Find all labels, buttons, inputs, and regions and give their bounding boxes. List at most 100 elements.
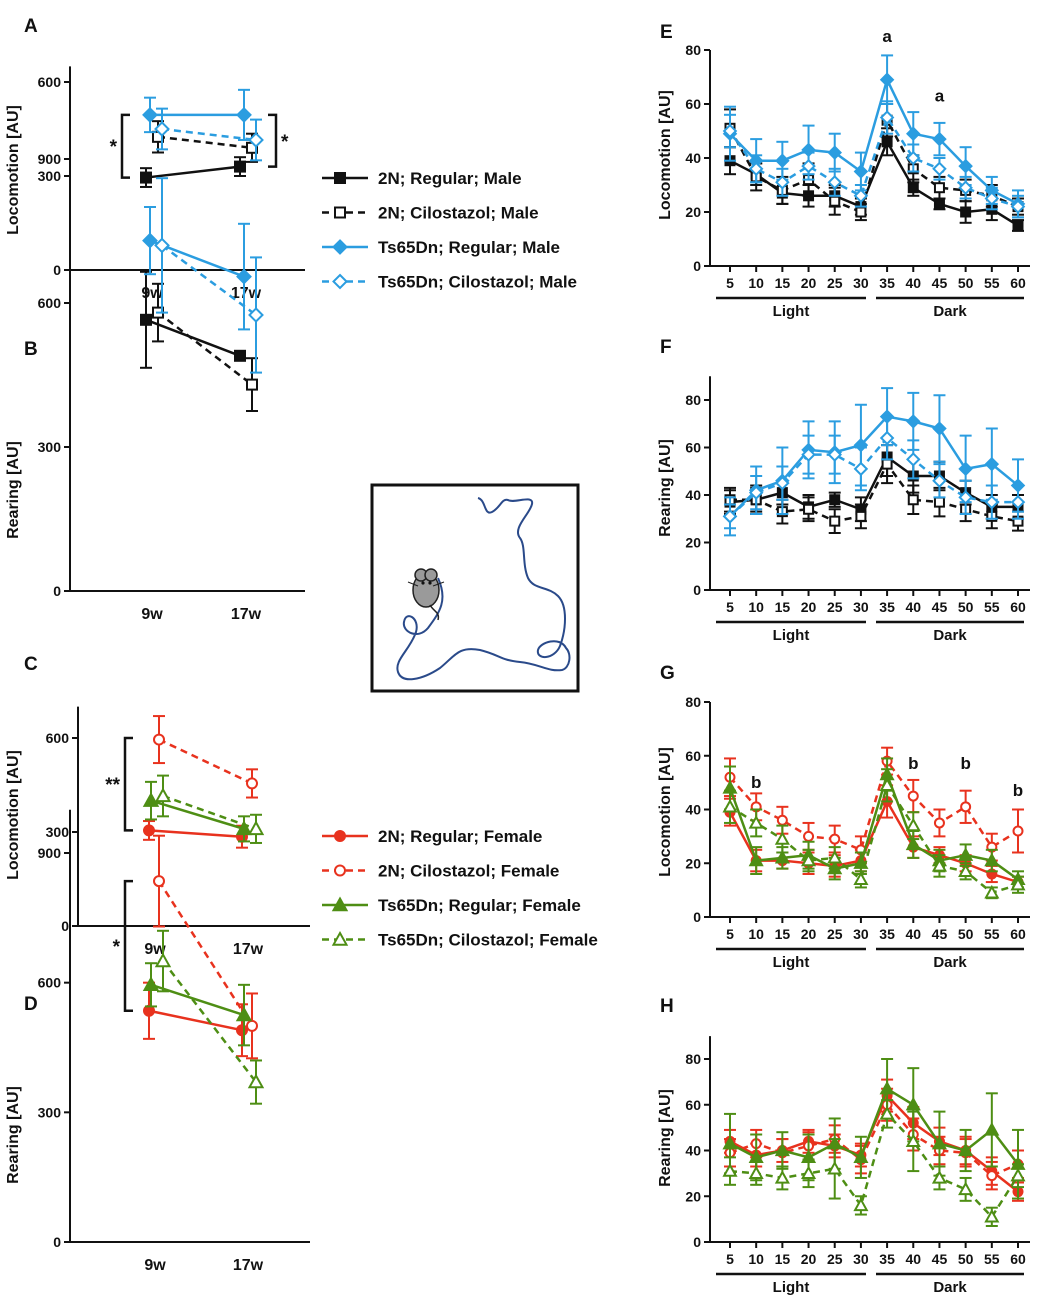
legend-marker xyxy=(331,930,349,946)
series-line xyxy=(162,794,257,831)
data-point xyxy=(803,830,815,842)
data-point xyxy=(984,494,1000,510)
legend-item: Ts65Dn; Cilostazol; Female xyxy=(322,931,598,950)
open-field-illustration xyxy=(370,483,580,693)
y-tick-label: 40 xyxy=(685,487,701,503)
data-point xyxy=(246,777,258,790)
data-point xyxy=(855,206,867,218)
annotation-label: b xyxy=(751,773,761,792)
x-category-label: 17w xyxy=(231,285,262,302)
series-line xyxy=(150,983,245,1017)
y-tick-label: 80 xyxy=(685,694,701,710)
data-point xyxy=(748,1165,764,1180)
data-point xyxy=(140,313,152,326)
panel-label: G xyxy=(660,663,675,684)
data-point xyxy=(142,106,158,123)
series-line xyxy=(150,799,245,831)
data-point xyxy=(803,503,815,515)
data-point xyxy=(775,475,790,491)
light-label: Light xyxy=(773,303,810,320)
data-point xyxy=(246,378,258,391)
series-1 xyxy=(724,746,1024,865)
x-tick-label: 25 xyxy=(827,926,843,942)
data-point xyxy=(958,158,973,174)
x-tick-label: 45 xyxy=(932,1251,948,1267)
legend-label: Ts65Dn; Regular; Female xyxy=(378,896,581,915)
y-tick-label: 600 xyxy=(38,74,62,90)
series-3 xyxy=(722,768,1026,900)
series-3 xyxy=(154,929,265,1105)
series-0 xyxy=(140,156,246,188)
data-point xyxy=(748,815,764,829)
legend-label: Ts65Dn; Cilostazol; Male xyxy=(378,273,577,292)
light-label: Light xyxy=(773,1279,810,1296)
x-tick-label: 60 xyxy=(1010,599,1026,615)
x-tick-label: 60 xyxy=(1010,275,1026,291)
y-tick-label: 20 xyxy=(685,1188,701,1204)
y-axis-label: Locomotion [AU] xyxy=(657,747,674,877)
x-tick-label: 40 xyxy=(905,275,921,291)
x-tick-label: 40 xyxy=(905,599,921,615)
x-category-label: 17w xyxy=(233,1257,264,1274)
data-point xyxy=(960,801,972,813)
data-point xyxy=(748,485,764,500)
x-tick-label: 25 xyxy=(827,275,843,291)
x-tick-label: 30 xyxy=(853,275,869,291)
series-line xyxy=(729,1086,1019,1165)
x-tick-label: 20 xyxy=(801,1251,817,1267)
annotation-label: b xyxy=(960,754,970,773)
series-2 xyxy=(142,962,253,1047)
x-tick-label: 55 xyxy=(984,1251,1000,1267)
mouse-path xyxy=(396,497,571,681)
data-point xyxy=(879,110,895,125)
data-point xyxy=(801,447,816,462)
x-tick-label: 10 xyxy=(748,926,764,942)
y-tick-label: 600 xyxy=(38,975,62,991)
mouse-icon xyxy=(407,568,445,621)
panel-label: A xyxy=(24,16,38,37)
legend-marker xyxy=(334,864,346,877)
series-line xyxy=(158,738,253,785)
x-tick-label: 55 xyxy=(984,926,1000,942)
data-point xyxy=(905,1133,921,1148)
data-point xyxy=(855,510,867,522)
legend-item: Ts65Dn; Regular; Male xyxy=(322,238,560,257)
data-point xyxy=(143,824,155,837)
x-tick-label: 55 xyxy=(984,599,1000,615)
x-tick-label: 35 xyxy=(879,275,895,291)
series-line xyxy=(157,311,253,386)
data-point xyxy=(1010,494,1026,510)
y-tick-label: 20 xyxy=(685,855,701,871)
data-point xyxy=(933,182,945,194)
data-point xyxy=(774,1170,790,1184)
x-tick-label: 25 xyxy=(827,1251,843,1267)
data-point xyxy=(248,132,264,148)
x-tick-label: 30 xyxy=(853,926,869,942)
x-tick-label: 55 xyxy=(984,275,1000,291)
x-tick-label: 20 xyxy=(801,275,817,291)
y-axis-label: Rearing [AU] xyxy=(657,1089,674,1187)
series-line xyxy=(729,782,1019,895)
data-point xyxy=(932,161,947,177)
significance-bracket xyxy=(123,736,133,832)
panel-c: C Locomotion [AU] 0 300 600 9w 17w ** xyxy=(5,654,310,958)
data-point xyxy=(931,858,948,872)
legend-marker xyxy=(334,830,346,842)
data-point xyxy=(800,852,817,867)
x-tick-label: 45 xyxy=(932,275,948,291)
data-point xyxy=(154,121,170,137)
y-tick-label: 300 xyxy=(38,439,62,455)
data-point xyxy=(154,952,172,968)
x-tick-label: 20 xyxy=(801,599,817,615)
legend-item: 2N; Cilostazol; Female xyxy=(322,862,559,881)
significance-bracket xyxy=(123,879,133,1013)
data-point xyxy=(827,849,843,864)
legend-label: 2N; Cilostazol; Female xyxy=(378,862,559,881)
annotation-label: a xyxy=(935,86,945,105)
panel-label: D xyxy=(24,994,38,1015)
data-point xyxy=(958,847,974,861)
data-point xyxy=(236,106,252,123)
series-line xyxy=(729,758,1019,852)
data-point xyxy=(960,206,972,218)
